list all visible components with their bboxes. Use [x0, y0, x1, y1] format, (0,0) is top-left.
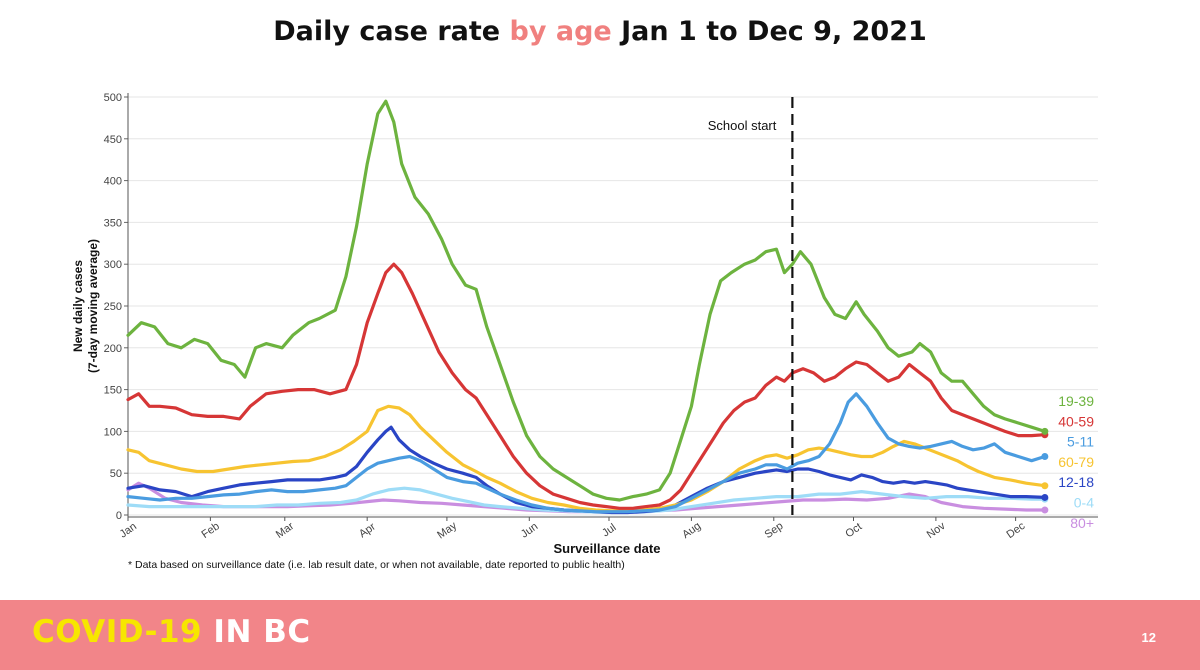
series-end-point-60-79 — [1041, 482, 1049, 490]
series-end-point-19-39 — [1041, 427, 1049, 435]
x-tick-label: Jul — [600, 522, 618, 540]
series-line-40-59 — [126, 262, 1047, 510]
y-tick-label: 150 — [104, 385, 122, 397]
y-tick-label: 500 — [104, 92, 122, 104]
x-tick-label: Apr — [357, 521, 378, 541]
y-tick-label: 100 — [104, 426, 122, 438]
series-line-5-11 — [126, 392, 1047, 514]
legend-label-19-39: 19-39 — [1058, 393, 1094, 409]
footnote: * Data based on surveillance date (i.e. … — [128, 559, 625, 571]
y-axis-title-sub: (7-day moving average) — [86, 239, 100, 373]
legend-label-5-11: 5-11 — [1067, 434, 1094, 450]
y-tick-label: 450 — [104, 134, 122, 146]
x-tick-label: Dec — [1004, 520, 1027, 541]
series-line-19-39 — [126, 99, 1047, 502]
legend-label-60-79: 60-79 — [1058, 454, 1094, 470]
school-start-label: School start — [708, 118, 777, 133]
y-tick-label: 0 — [116, 510, 122, 522]
series-end-point-12-18 — [1041, 493, 1049, 501]
x-tick-label: Nov — [925, 520, 948, 541]
page-number: 12 — [1141, 630, 1156, 645]
x-tick-label: Oct — [843, 521, 864, 541]
x-tick-label: May — [435, 519, 459, 541]
brand-logo: COVID-19 IN BC — [32, 614, 311, 650]
legend-label-40-59: 40-59 — [1058, 413, 1094, 429]
y-axis-title: New daily cases — [71, 260, 85, 352]
y-tick-label: 300 — [104, 259, 122, 271]
y-tick-label: 400 — [104, 176, 122, 188]
x-tick-label: Jun — [519, 521, 540, 541]
x-tick-label: Mar — [274, 520, 297, 541]
x-axis-title: Surveillance date — [554, 541, 661, 556]
series-end-point-80+ — [1041, 506, 1049, 514]
y-tick-label: 200 — [104, 343, 122, 355]
series-line-12-18 — [126, 425, 1047, 515]
x-tick-label: Feb — [199, 520, 221, 541]
x-tick-label: Jan — [118, 521, 139, 541]
legend-label-80+: 80+ — [1070, 515, 1094, 531]
x-tick-label: Sep — [763, 520, 786, 541]
footer-banner: COVID-19 IN BC 12 — [0, 600, 1200, 670]
series-end-point-5-11 — [1041, 452, 1049, 460]
y-tick-label: 250 — [104, 301, 122, 313]
x-tick-label: Aug — [680, 520, 703, 541]
title-part2: Jan 1 to Dec 9, 2021 — [611, 16, 927, 47]
legend-label-12-18: 12-18 — [1058, 474, 1094, 490]
y-tick-label: 350 — [104, 217, 122, 229]
y-tick-label: 50 — [110, 468, 122, 480]
slide-title: Daily case rate by age Jan 1 to Dec 9, 2… — [0, 16, 1200, 47]
brand-covid: COVID-19 — [32, 614, 203, 650]
title-highlight: by age — [509, 16, 612, 47]
title-part1: Daily case rate — [273, 16, 510, 47]
legend-label-0-4: 0-4 — [1074, 495, 1094, 511]
case-rate-chart: 0 50 100 150 200 250 300 350 400 450 500 Jan Feb Mar A… — [71, 92, 1098, 556]
brand-bc: IN BC — [213, 614, 311, 650]
